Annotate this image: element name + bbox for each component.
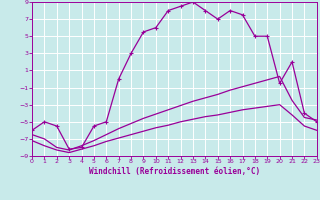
X-axis label: Windchill (Refroidissement éolien,°C): Windchill (Refroidissement éolien,°C) (89, 167, 260, 176)
